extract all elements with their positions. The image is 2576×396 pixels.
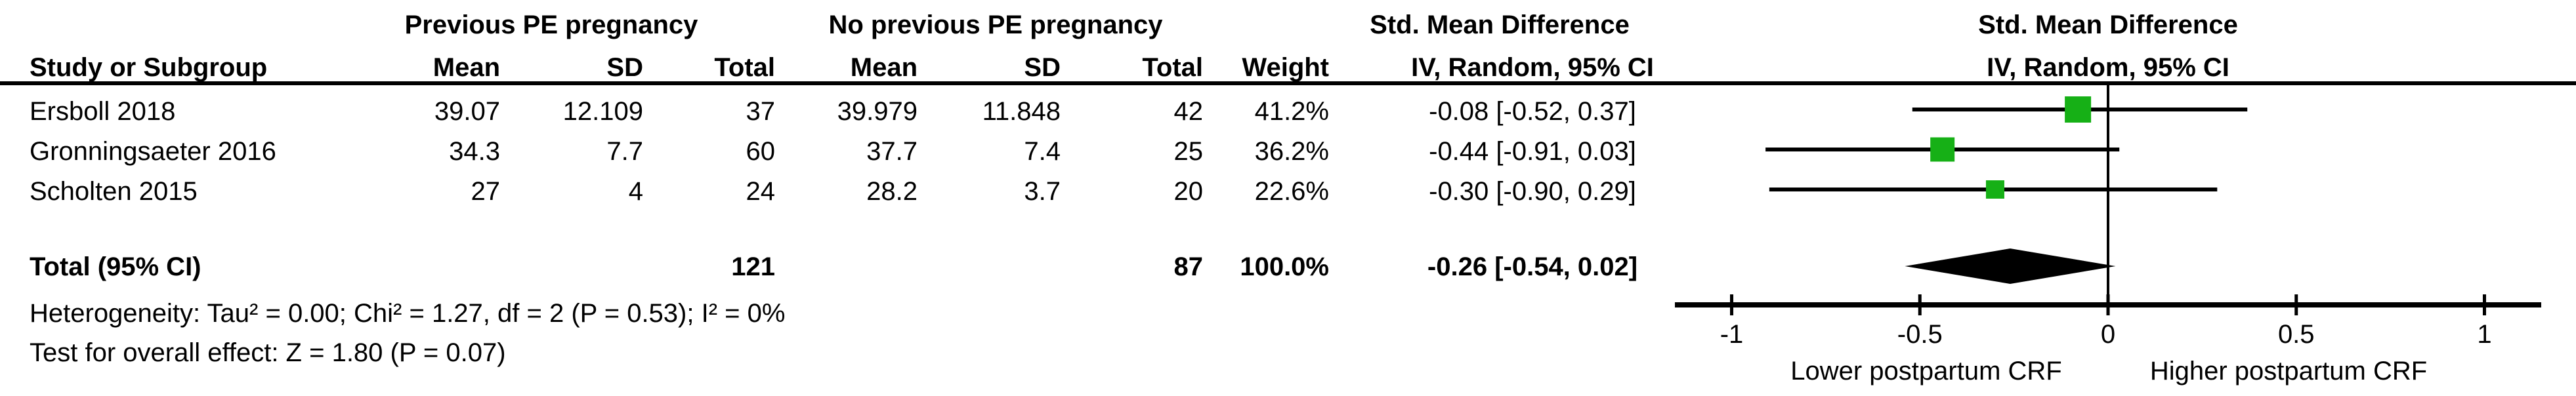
smd-plot-column-header: Std. Mean Difference (1978, 10, 2238, 39)
col-header-study: Study or Subgroup (30, 53, 268, 82)
axis-tick (1918, 294, 1922, 315)
axis-caption-left: Lower postpartum CRF (1790, 357, 2061, 386)
column-header-row: Study or Subgroup Mean SD Total Mean SD … (0, 48, 2576, 87)
mean2-value: 39.979 (837, 97, 918, 126)
ci-text: -0.44 [-0.91, 0.03] (1429, 137, 1636, 166)
mean1-value: 34.3 (449, 137, 500, 166)
col-header-mean1: Mean (433, 53, 500, 82)
sd2-value: 7.4 (1024, 137, 1061, 166)
axis-tick-label: 1 (2477, 320, 2491, 349)
point-estimate-marker (1930, 137, 1955, 162)
total1-value: 24 (746, 177, 776, 206)
total1-value: 60 (746, 137, 776, 166)
overall-effect-row: Test for overall effect: Z = 1.80 (P = 0… (0, 333, 2576, 372)
total-weight: 100.0% (1240, 252, 1329, 281)
axis-tick-label: 0 (2101, 320, 2115, 349)
total2-sum: 87 (1173, 252, 1204, 281)
sd1-value: 7.7 (606, 137, 643, 166)
col-header-ci-method2: IV, Random, 95% CI (1987, 53, 2229, 82)
study-name: Scholten 2015 (30, 177, 198, 206)
col-header-mean2: Mean (850, 53, 918, 82)
mean2-value: 37.7 (866, 137, 918, 166)
total2-value: 42 (1173, 97, 1204, 126)
mean2-value: 28.2 (866, 177, 918, 206)
sd2-value: 11.848 (982, 97, 1061, 126)
col-header-sd1: SD (606, 53, 643, 82)
heterogeneity-row: Heterogeneity: Tau² = 0.00; Chi² = 1.27,… (0, 294, 2576, 333)
col-header-weight: Weight (1242, 53, 1329, 82)
axis-tick (2483, 294, 2486, 315)
point-estimate-marker (2065, 96, 2092, 123)
point-estimate-marker (1985, 180, 2004, 199)
total-label: Total (95% CI) (30, 252, 201, 281)
sd1-value: 12.109 (562, 97, 643, 126)
study-name: Gronningsaeter 2016 (30, 137, 276, 166)
col-header-sd2: SD (1024, 53, 1061, 82)
axis-tick (2106, 294, 2110, 315)
study-row: Ersboll 2018 39.07 12.109 37 39.979 11.8… (0, 92, 2576, 131)
col-header-total2: Total (1142, 53, 1203, 82)
pooled-effect-diamond (1905, 248, 2116, 284)
weight-value: 22.6% (1254, 177, 1329, 206)
group-header-row: Previous PE pregnancy No previous PE pre… (0, 5, 2576, 45)
weight-value: 41.2% (1254, 97, 1329, 126)
total2-value: 25 (1173, 137, 1204, 166)
overall-effect-text: Test for overall effect: Z = 1.80 (P = 0… (30, 338, 506, 367)
axis-tick (2294, 294, 2298, 315)
total-row: Total (95% CI) 121 87 100.0% -0.26 [-0.5… (0, 247, 2576, 287)
header-underline (0, 81, 2576, 85)
axis-tick (1730, 294, 1733, 315)
total1-value: 37 (746, 97, 776, 126)
col-header-total1: Total (714, 53, 775, 82)
mean1-value: 27 (471, 177, 501, 206)
total-ci-text: -0.26 [-0.54, 0.02] (1427, 252, 1638, 281)
weight-value: 36.2% (1254, 137, 1329, 166)
total2-value: 20 (1173, 177, 1204, 206)
study-row: Gronningsaeter 2016 34.3 7.7 60 37.7 7.4… (0, 132, 2576, 171)
smd-text-column-header: Std. Mean Difference (1370, 10, 1630, 39)
group2-header: No previous PE pregnancy (828, 10, 1163, 39)
zero-line (2107, 85, 2109, 304)
axis-tick-label: -1 (1720, 320, 1744, 349)
sd1-value: 4 (628, 177, 643, 206)
group1-header: Previous PE pregnancy (404, 10, 698, 39)
axis-caption-right: Higher postpartum CRF (2150, 357, 2427, 386)
col-header-ci-method1: IV, Random, 95% CI (1411, 53, 1654, 82)
axis-tick-label: 0.5 (2278, 320, 2315, 349)
total1-sum: 121 (731, 252, 775, 281)
mean1-value: 39.07 (434, 97, 500, 126)
study-name: Ersboll 2018 (30, 97, 176, 126)
ci-text: -0.30 [-0.90, 0.29] (1429, 177, 1636, 206)
axis-tick-label: -0.5 (1897, 320, 1943, 349)
study-row: Scholten 2015 27 4 24 28.2 3.7 20 22.6% … (0, 172, 2576, 211)
heterogeneity-text: Heterogeneity: Tau² = 0.00; Chi² = 1.27,… (30, 299, 786, 328)
ci-text: -0.08 [-0.52, 0.37] (1429, 97, 1636, 126)
sd2-value: 3.7 (1024, 177, 1061, 206)
